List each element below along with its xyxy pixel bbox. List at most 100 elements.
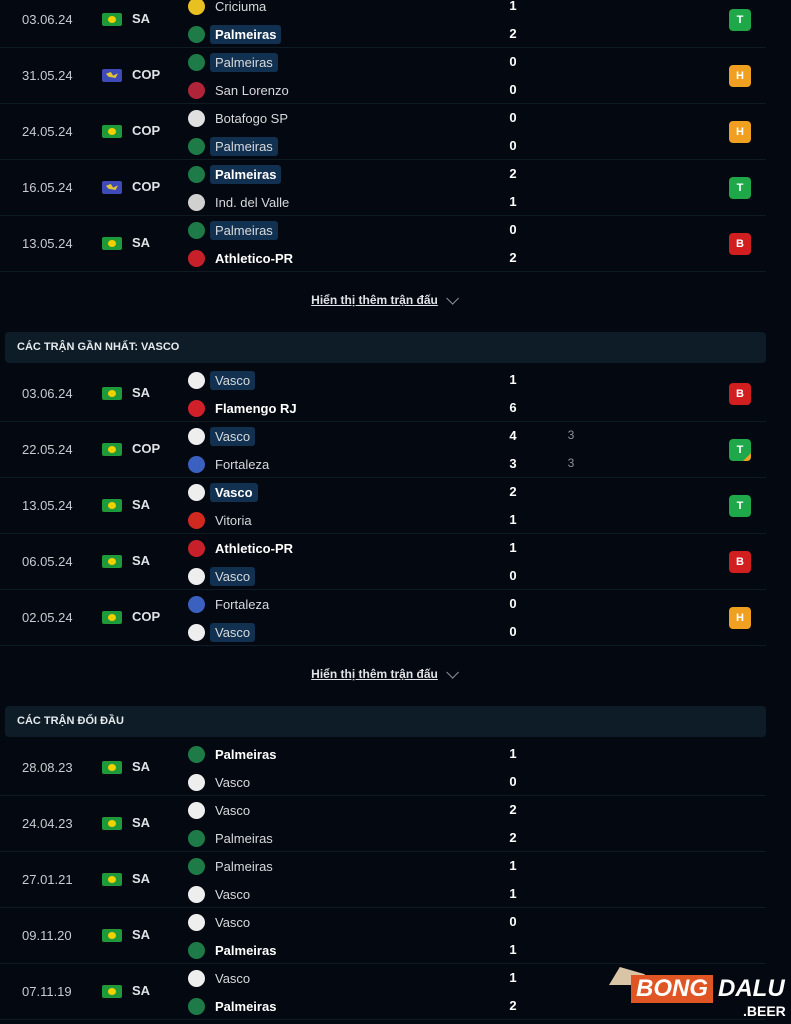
home-team[interactable]: Palmeiras	[188, 744, 281, 764]
palmeiras-crest-icon	[188, 941, 205, 959]
result-badge: B	[729, 233, 751, 255]
san-lorenzo-crest-icon	[188, 81, 205, 99]
away-score: 1	[509, 194, 517, 209]
logo-text: .BEER	[743, 1003, 786, 1019]
match-date: 16.05.24	[22, 180, 73, 195]
show-more-button[interactable]: Hiển thị thêm trận đấu	[0, 646, 766, 702]
away-team[interactable]: San Lorenzo	[188, 80, 294, 100]
team-name: Palmeiras	[210, 136, 278, 156]
match-row[interactable]: 03.06.24 SA Vasco 1 Flamengo RJ 6 B	[0, 366, 766, 422]
match-row[interactable]: 13.05.24 SA Vasco 2 Vitoria 1 T	[0, 478, 766, 534]
away-team[interactable]: Fortaleza	[188, 454, 274, 474]
result-badge: T	[729, 439, 751, 461]
home-team[interactable]: Palmeiras	[188, 164, 282, 184]
team-name: Palmeiras	[210, 164, 282, 184]
competition: SA	[132, 759, 151, 774]
home-team[interactable]: Palmeiras	[188, 52, 278, 72]
away-team[interactable]: Palmeiras	[188, 828, 278, 848]
criciuma-crest-icon	[188, 0, 205, 15]
competition: SA	[132, 11, 151, 26]
away-team[interactable]: Palmeiras	[188, 996, 281, 1016]
match-date: 31.05.24	[22, 68, 73, 83]
match-date: 02.05.24	[22, 610, 73, 625]
team-name: Palmeiras	[215, 998, 277, 1014]
home-penalty-score: 3	[567, 428, 575, 442]
home-team[interactable]: Palmeiras	[188, 220, 278, 240]
flamengo-crest-icon	[188, 399, 205, 417]
vasco-crest-icon	[188, 483, 205, 501]
logo-text: BONG	[631, 975, 713, 1003]
away-team[interactable]: Palmeiras	[188, 940, 281, 960]
bongdalu-logo: BONG DALU .BEER	[603, 963, 786, 1021]
competition: SA	[132, 235, 151, 250]
match-row[interactable]: 06.05.24 SA Athletico-PR 1 Vasco 0 B	[0, 534, 766, 590]
match-row[interactable]: 13.05.24 SA Palmeiras 0 Athletico-PR 2 B	[0, 216, 766, 272]
show-more-label[interactable]: Hiển thị thêm trận đấu	[311, 667, 438, 681]
match-row[interactable]: 03.06.24 SA Criciuma 1 Palmeiras 2 T	[0, 0, 766, 48]
home-score: 1	[509, 970, 517, 985]
home-team[interactable]: Vasco	[188, 426, 256, 446]
away-team[interactable]: Palmeiras	[188, 136, 278, 156]
palmeiras-crest-icon	[188, 829, 205, 847]
team-name: Palmeiras	[215, 746, 277, 762]
away-score: 6	[509, 400, 517, 415]
competition: SA	[132, 385, 151, 400]
away-team[interactable]: Vasco	[188, 772, 255, 792]
home-team[interactable]: Vasco	[188, 370, 256, 390]
home-team[interactable]: Vasco	[188, 968, 255, 988]
team-name: Flamengo RJ	[215, 400, 297, 416]
away-team[interactable]: Vasco	[188, 566, 256, 586]
ind-del-valle-crest-icon	[188, 193, 205, 211]
match-row[interactable]: 09.11.20 SA Vasco 0 Palmeiras 1	[0, 908, 766, 964]
team-name: Ind. del Valle	[215, 194, 290, 210]
match-row[interactable]: 28.08.23 SA Palmeiras 1 Vasco 0	[0, 740, 766, 796]
show-more-label[interactable]: Hiển thị thêm trận đấu	[311, 293, 438, 307]
team-name: Palmeiras	[215, 858, 273, 874]
match-row[interactable]: 24.04.23 SA Vasco 2 Palmeiras 2	[0, 796, 766, 852]
away-score: 1	[509, 886, 517, 901]
home-team[interactable]: Vasco	[188, 912, 255, 932]
team-name: Palmeiras	[210, 24, 282, 44]
brazil-flag-icon	[102, 13, 122, 26]
away-team[interactable]: Athletico-PR	[188, 248, 298, 268]
home-team[interactable]: Vasco	[188, 800, 255, 820]
brazil-flag-icon	[102, 611, 122, 624]
match-row[interactable]: 24.05.24 COP Botafogo SP 0 Palmeiras 0 H	[0, 104, 766, 160]
match-date: 13.05.24	[22, 498, 73, 513]
home-team[interactable]: Vasco	[188, 482, 258, 502]
match-row[interactable]: 16.05.24 COP Palmeiras 2 Ind. del Valle 1 T	[0, 160, 766, 216]
competition: SA	[132, 815, 151, 830]
away-team[interactable]: Palmeiras	[188, 24, 282, 44]
away-team[interactable]: Vitoria	[188, 510, 257, 530]
home-score: 0	[509, 110, 517, 125]
match-row[interactable]: 22.05.24 COP Vasco 4 3 Fortaleza 3 3 T	[0, 422, 766, 478]
team-name: Palmeiras	[215, 942, 277, 958]
home-team[interactable]: Criciuma	[188, 0, 271, 16]
home-team[interactable]: Palmeiras	[188, 856, 278, 876]
match-row[interactable]: 02.05.24 COP Fortaleza 0 Vasco 0 H	[0, 590, 766, 646]
vasco-crest-icon	[188, 773, 205, 791]
palmeiras-crest-icon	[188, 745, 205, 763]
away-team[interactable]: Ind. del Valle	[188, 192, 294, 212]
match-date: 22.05.24	[22, 442, 73, 457]
home-team[interactable]: Athletico-PR	[188, 538, 298, 558]
match-date: 03.06.24	[22, 386, 73, 401]
match-date: 28.08.23	[22, 760, 73, 775]
away-score: 0	[509, 138, 517, 153]
away-team[interactable]: Vasco	[188, 884, 255, 904]
home-score: 0	[509, 596, 517, 611]
home-score: 2	[509, 166, 517, 181]
match-row[interactable]: 31.05.24 COP Palmeiras 0 San Lorenzo 0 H	[0, 48, 766, 104]
match-date: 03.06.24	[22, 12, 73, 27]
show-more-button[interactable]: Hiển thị thêm trận đấu	[0, 272, 766, 328]
away-team[interactable]: Flamengo RJ	[188, 398, 302, 418]
home-team[interactable]: Fortaleza	[188, 594, 274, 614]
away-team[interactable]: Vasco	[188, 622, 256, 642]
match-row[interactable]: 27.01.21 SA Palmeiras 1 Vasco 1	[0, 852, 766, 908]
vitoria-crest-icon	[188, 511, 205, 529]
match-date: 13.05.24	[22, 236, 73, 251]
team-name: Fortaleza	[215, 456, 270, 472]
vasco-crest-icon	[188, 885, 205, 903]
match-row[interactable]: 07.11.19 SA Vasco 1 Palmeiras 2	[0, 964, 766, 1020]
home-team[interactable]: Botafogo SP	[188, 108, 293, 128]
